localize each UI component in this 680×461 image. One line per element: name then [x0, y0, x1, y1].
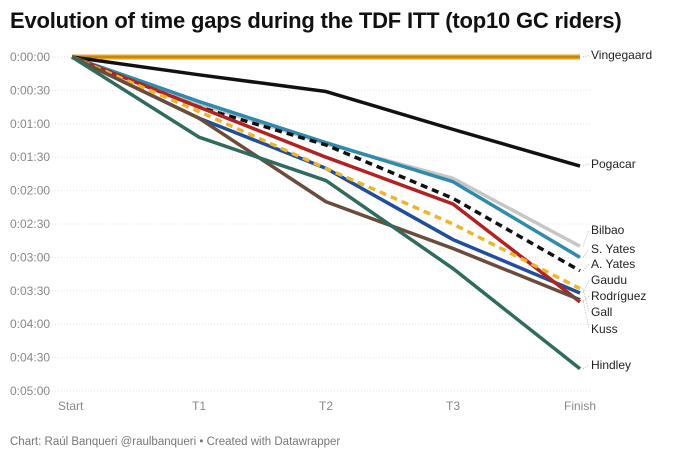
series-label-kuss: Kuss: [591, 322, 618, 336]
y-tick-label: 0:03:30: [10, 284, 50, 298]
series-label-rodr-guez: Rodríguez: [591, 289, 646, 303]
y-tick-label: 0:04:00: [10, 317, 50, 331]
chart-footer: Chart: Raúl Banqueri @raulbanqueri • Cre…: [10, 436, 340, 448]
footer-separator: •: [196, 436, 207, 448]
label-leader-hindley: [582, 364, 590, 370]
series-label-gaudu: Gaudu: [591, 273, 627, 287]
series-line-s-yates: [71, 55, 581, 259]
label-leader-gall: [582, 288, 590, 313]
y-tick-label: 0:02:00: [10, 184, 50, 198]
y-tick-label: 0:05:00: [10, 384, 50, 398]
series-label-s-yates: S. Yates: [591, 242, 635, 256]
label-leader-s-yates: [582, 248, 590, 258]
chart-title: Evolution of time gaps during the TDF IT…: [10, 8, 622, 33]
series-label-hindley: Hindley: [591, 358, 631, 372]
series-label-vingegaard: Vingegaard: [591, 48, 652, 62]
x-tick-label: Finish: [564, 399, 596, 413]
series-label-gall: Gall: [591, 305, 612, 319]
series-line-rodr-guez: [71, 55, 582, 304]
grid-layer: [10, 56, 590, 392]
y-tick-label: 0:00:30: [10, 83, 50, 97]
y-tick-label: 0:03:00: [10, 250, 50, 264]
series-line-kuss: [71, 55, 581, 302]
y-tick-label: 0:01:00: [10, 117, 50, 131]
series-line-a-yates: [71, 55, 581, 273]
x-axis-ticks: Start T1 T2 T3 Finish: [58, 399, 596, 413]
x-tick-label: T1: [192, 399, 206, 413]
label-leader-pogacar: [582, 163, 590, 167]
series-label-bilbao: Bilbao: [591, 223, 625, 237]
y-axis-ticks: 0:00:00 0:00:30 0:01:00 0:01:30 0:02:00 0:02:…: [10, 50, 50, 398]
series-line-hindley: [71, 55, 582, 371]
series-line-gall: [71, 55, 581, 291]
y-tick-label: 0:01:30: [10, 150, 50, 164]
footer-tool: Created with Datawrapper: [206, 436, 341, 448]
label-leader-bilbao: [582, 229, 590, 247]
x-tick-label: T3: [446, 399, 460, 413]
series-line-pogacar: [71, 55, 581, 168]
y-tick-label: 0:02:30: [10, 217, 50, 231]
y-tick-label: 0:00:00: [10, 50, 50, 64]
label-leader-a-yates: [582, 263, 590, 272]
series-label-a-yates: A. Yates: [591, 257, 635, 271]
series-lines: [71, 54, 582, 371]
series-label-pogacar: Pogacar: [591, 157, 636, 171]
x-tick-label: T2: [319, 399, 333, 413]
y-tick-label: 0:04:30: [10, 351, 50, 365]
x-tick-label: Start: [58, 399, 84, 413]
label-leader-vingegaard: [582, 54, 590, 58]
footer-credit: Chart: Raúl Banqueri @raulbanqueri: [10, 436, 197, 448]
